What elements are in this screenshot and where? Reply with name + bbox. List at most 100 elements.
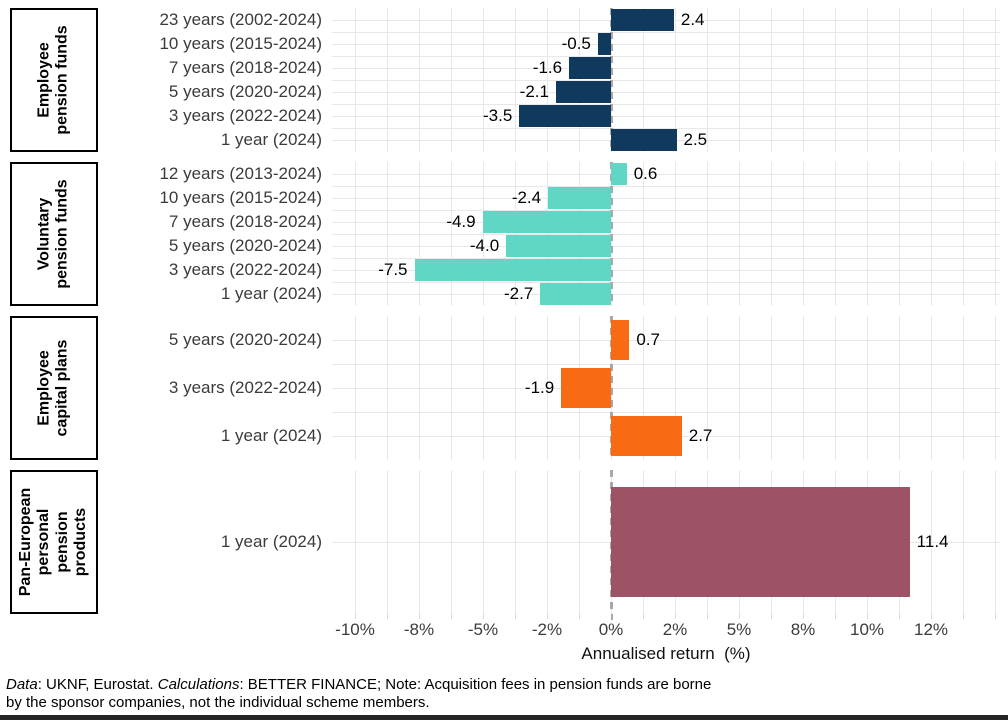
gridline	[332, 246, 1000, 247]
gridline	[332, 294, 1000, 295]
bar	[611, 163, 627, 185]
axis-tick	[355, 614, 356, 619]
gridline	[332, 258, 1000, 259]
bar-value-label: -2.1	[519, 82, 549, 101]
category-label: 12 years (2013-2024)	[159, 164, 322, 183]
axis-tick	[643, 614, 644, 619]
axis-tick	[483, 614, 484, 619]
gridline	[332, 80, 1000, 81]
bar	[611, 320, 630, 360]
category-label: 5 years (2020-2024)	[168, 330, 322, 349]
gridline	[332, 44, 1000, 45]
zero-line	[610, 8, 613, 152]
category-label: 10 years (2015-2024)	[159, 34, 322, 53]
axis-tick	[995, 614, 996, 619]
category-label: 5 years (2020-2024)	[168, 82, 322, 101]
axis-tick	[963, 614, 964, 619]
bar-value-label: 11.4	[916, 532, 949, 551]
gridline	[332, 412, 1000, 413]
x-tick-label: 12%	[913, 620, 949, 639]
gridline	[332, 234, 1000, 235]
gridline	[332, 104, 1000, 105]
axis-tick	[387, 614, 388, 619]
axis-tick	[899, 614, 900, 619]
bar	[561, 368, 611, 408]
category-label: 3 years (2022-2024)	[168, 260, 322, 279]
bar-value-label: -7.5	[378, 260, 408, 279]
category-label: 1 year (2024)	[220, 284, 322, 303]
chart-panel: 0.7 -1.9 2.7	[332, 316, 1000, 460]
gridline	[332, 92, 1000, 93]
bar	[611, 9, 674, 31]
bar-value-label: -2.4	[511, 188, 542, 207]
gridline	[332, 222, 1000, 223]
gridline	[332, 340, 1000, 341]
zero-line	[610, 162, 613, 306]
axis-tick	[707, 614, 708, 619]
facet-label-box: Employee pension funds	[10, 8, 98, 152]
facet-label-box: Employee capital plans	[10, 316, 98, 460]
x-tick-label: 5%	[726, 620, 752, 639]
gridline	[332, 128, 1000, 129]
axis-tick	[419, 614, 420, 619]
category-label: 1 year (2024)	[220, 426, 322, 445]
gridline	[332, 116, 1000, 117]
axis-tick	[675, 614, 676, 619]
bar	[519, 105, 611, 127]
bar-value-label: -4.0	[469, 236, 500, 255]
bar	[611, 129, 677, 151]
facet-label-box: Voluntary pension funds	[10, 162, 98, 306]
category-label: 1 year (2024)	[220, 130, 322, 149]
x-tick-label: -5%	[467, 620, 499, 639]
bar	[506, 235, 611, 257]
category-label: 1 year (2024)	[220, 532, 322, 551]
gridline	[332, 364, 1000, 365]
bar	[548, 187, 611, 209]
facet-label: Voluntary pension funds	[35, 179, 71, 289]
bar-value-label: -1.6	[532, 58, 563, 77]
axis-tick	[515, 614, 516, 619]
bar-value-label: 2.4	[680, 10, 705, 29]
facet-label-box: Pan-European personal pension products	[10, 470, 98, 614]
gridline	[332, 56, 1000, 57]
bar	[540, 283, 611, 305]
chart-panel: 0.6 -2.4 -4.9 -4.0 -7.5 -2.7	[332, 162, 1000, 306]
gridline	[332, 186, 1000, 187]
source-note: Data: UKNF, Eurostat. Calculations: BETT…	[6, 676, 721, 712]
x-tick-label: -2%	[531, 620, 563, 639]
x-tick-label: 10%	[849, 620, 885, 639]
facet-label: Employee pension funds	[35, 25, 71, 135]
category-label: 3 years (2022-2024)	[168, 378, 322, 397]
bar	[482, 211, 611, 233]
x-tick-label: 8%	[790, 620, 816, 639]
chart-panel: 2.4 -0.5 -1.6 -2.1 -3.5 2.5	[332, 8, 1000, 152]
bar-value-label: -0.5	[561, 34, 591, 53]
x-axis-title: Annualised return (%)	[581, 644, 751, 663]
source-note-segment: : BETTER FINANCE; Note: Acquisition fees…	[6, 676, 712, 711]
gridline	[332, 282, 1000, 283]
bar-value-label: -1.9	[524, 378, 555, 397]
bar	[569, 57, 611, 79]
gridline	[332, 68, 1000, 69]
gridline	[332, 388, 1000, 389]
bar-value-label: -2.7	[503, 284, 534, 303]
facet-label: Pan-European personal pension products	[17, 487, 90, 597]
axis-tick	[803, 614, 804, 619]
source-note-segment: Calculations	[157, 676, 240, 693]
category-label: 5 years (2020-2024)	[168, 236, 322, 255]
bar-value-label: -3.5	[483, 106, 513, 125]
source-note-segment: : UKNF, Eurostat.	[37, 676, 158, 693]
bar-value-label: 2.7	[688, 426, 713, 445]
bar-value-label: 0.7	[636, 330, 660, 349]
gridline	[332, 198, 1000, 199]
gridline	[332, 270, 1000, 271]
axis-tick	[931, 614, 932, 619]
zero-line	[610, 316, 613, 460]
x-tick-label: -8%	[403, 620, 435, 639]
bar-value-label: 0.6	[633, 164, 658, 183]
category-label: 23 years (2002-2024)	[159, 10, 322, 29]
x-tick-label: 2%	[662, 620, 688, 639]
axis-tick	[739, 614, 740, 619]
facet-label: Employee capital plans	[35, 339, 71, 437]
